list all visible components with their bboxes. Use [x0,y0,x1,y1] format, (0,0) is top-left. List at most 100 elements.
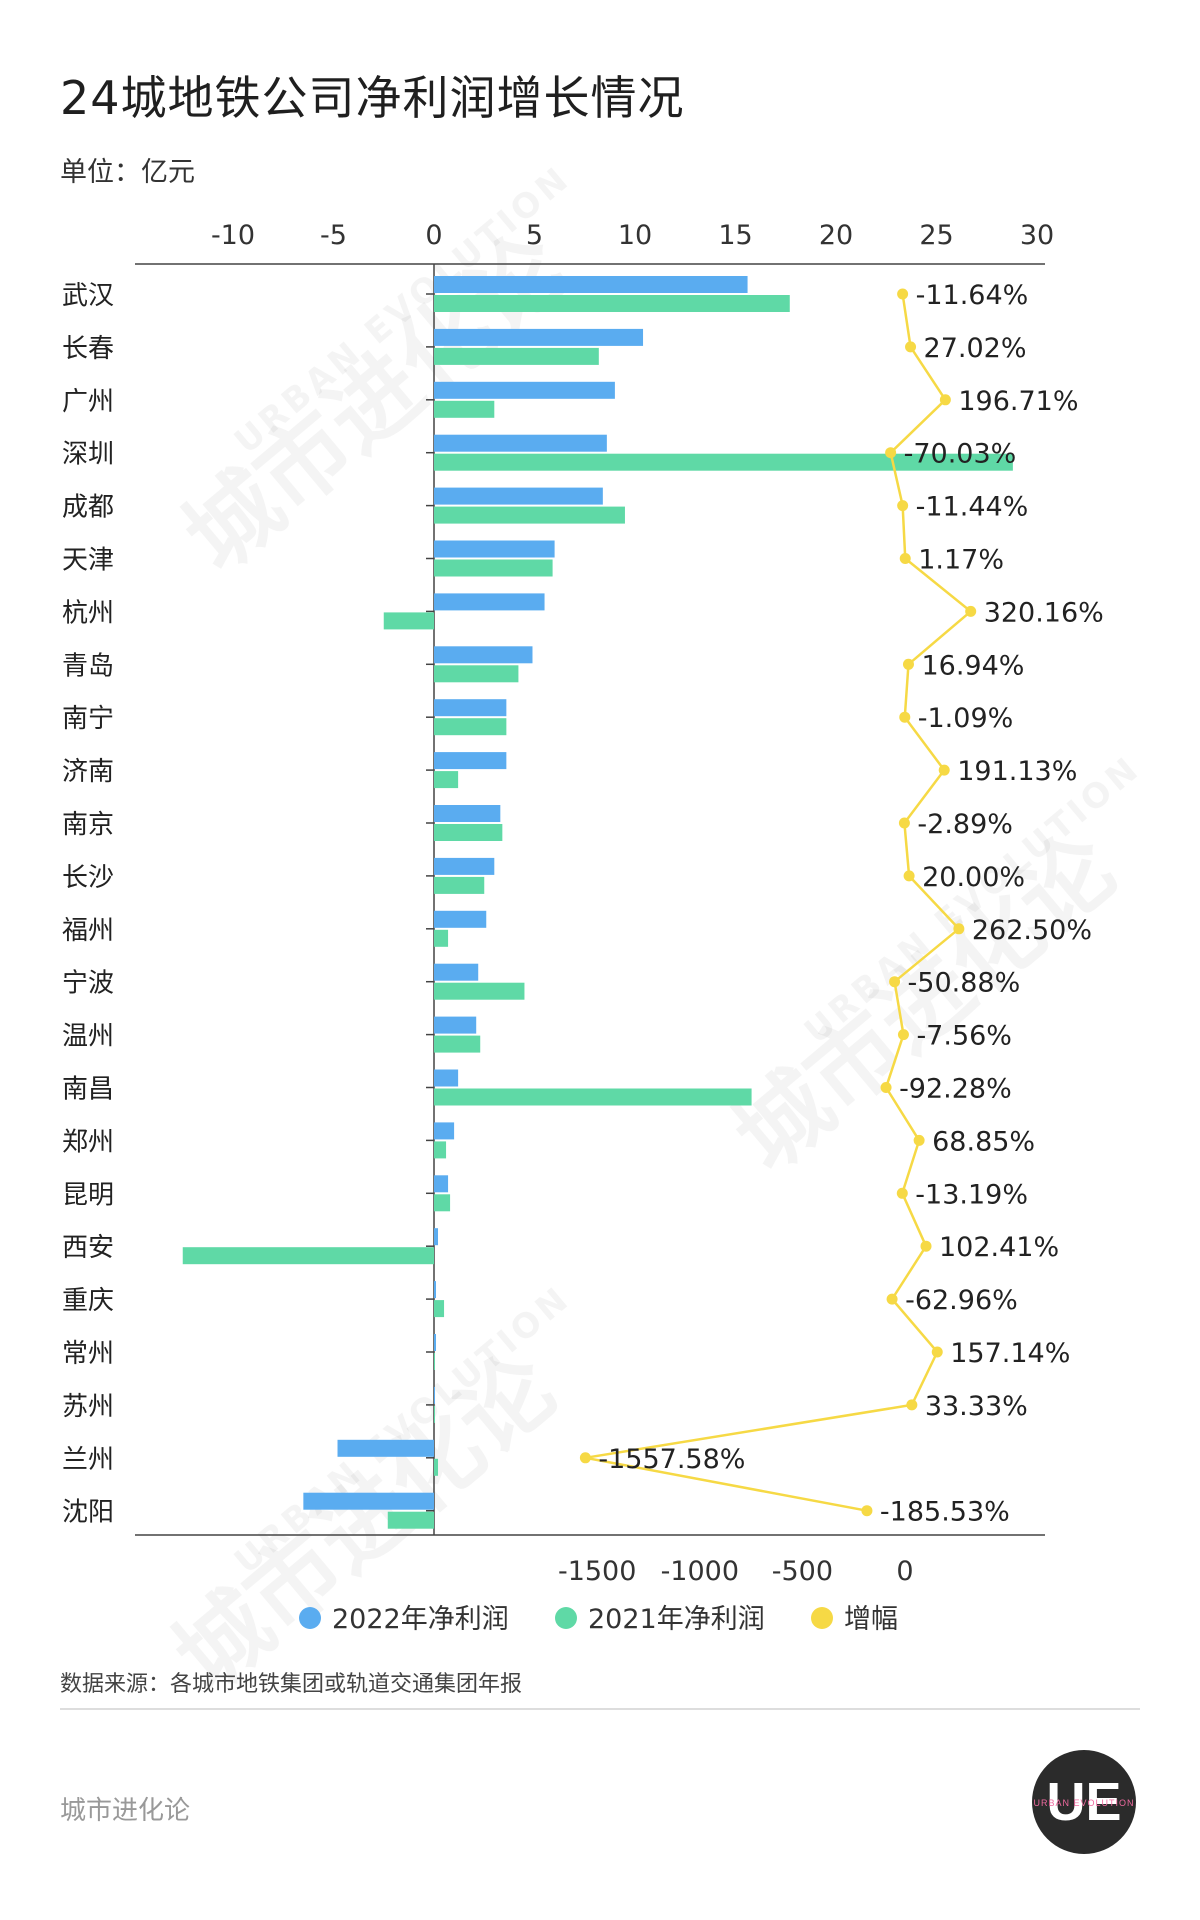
bar-2022 [434,910,487,928]
category-label: 南昌 [62,1075,114,1105]
category-label: 济南 [62,757,114,787]
category-label: 郑州 [62,1127,114,1157]
growth-point [938,764,950,776]
bar-2022 [434,1334,437,1351]
growth-point [899,553,911,564]
bar-2021 [434,295,790,312]
legend-marker [299,1607,321,1629]
bottom-axis-tick-label: -1500 [558,1556,636,1587]
growth-label: 20.00% [922,862,1025,893]
bar-2022 [434,857,495,875]
bar-2022 [303,1492,434,1510]
category-label: 天津 [62,546,114,576]
category-label: 兰州 [62,1445,114,1475]
bar-2022 [434,699,507,717]
category-label: 沈阳 [62,1498,114,1528]
legend-marker [555,1607,577,1629]
growth-label: -1.09% [918,703,1014,734]
category-label: 宁波 [62,969,114,999]
growth-point [880,1082,892,1093]
bar-2022 [434,1069,459,1087]
growth-point [885,447,897,459]
bar-2021 [434,1141,447,1159]
category-label: 成都 [62,493,114,523]
bar-2022 [434,540,555,558]
growth-point [902,658,914,670]
bar-2021 [383,612,434,630]
top-axis-tick-label: 10 [618,220,652,251]
growth-point [897,500,909,512]
bar-2021 [434,982,525,1000]
growth-label: -1557.58% [598,1444,745,1475]
category-label: 杭州 [62,598,114,628]
growth-label: 262.50% [972,915,1092,946]
bar-2021 [434,453,1013,471]
bar-2022 [434,1175,449,1193]
growth-point [886,1293,898,1305]
bar-2021 [434,1300,445,1318]
growth-line [585,293,973,1512]
growth-point [965,605,977,617]
growth-label: 191.13% [957,756,1077,787]
top-axis-tick-label: 30 [1020,220,1054,251]
growth-point [903,870,915,882]
bar-2022 [434,276,748,293]
bar-2021 [387,1511,434,1529]
growth-label: 157.14% [950,1338,1070,1369]
category-label: 长春 [62,334,114,364]
bar-2022 [434,646,533,664]
bar-2022 [434,434,607,452]
bar-2021 [434,665,519,683]
category-label: 昆明 [62,1180,114,1210]
growth-point [897,1029,909,1041]
category-label: 温州 [62,1022,114,1052]
growth-label: 33.33% [925,1391,1028,1422]
bar-2021 [434,929,449,947]
growth-label: 1.17% [918,545,1004,576]
chart-title: 24城地铁公司净利润增长情况 [60,71,685,125]
legend-label: 增幅 [844,1604,898,1635]
category-label: 南京 [62,810,114,840]
bar-2021 [434,347,599,365]
top-axis-tick-label: -10 [211,220,255,251]
bar-2021 [434,1035,481,1053]
category-label: 深圳 [62,440,114,470]
growth-label: 16.94% [921,650,1024,681]
legend-marker [811,1607,833,1629]
category-label: 重庆 [62,1286,114,1316]
bar-2022 [434,1122,455,1140]
growth-point [913,1134,925,1146]
bar-line-chart: -10 -5 0 5 10 15 20 25 30 -1500 -1000 -500 0 武汉长春广州深圳… [62,220,1104,1635]
growth-label: 68.85% [932,1126,1035,1157]
growth-label: 102.41% [939,1232,1059,1263]
bar-2021 [434,1405,436,1423]
top-axis-tick-label: 25 [919,220,953,251]
bar-2021 [434,1458,439,1476]
bar-2021 [434,559,553,577]
bar-2021 [434,1194,451,1212]
growth-label: -70.03% [904,439,1017,470]
growth-point [920,1240,932,1252]
bar-2021 [434,400,495,418]
growth-point [897,288,909,300]
growth-point [579,1452,591,1464]
bar-2022 [337,1439,434,1457]
growth-point [899,711,911,723]
category-label: 福州 [62,916,114,946]
bottom-axis-tick-label: -1000 [661,1556,739,1587]
category-label: 青岛 [62,651,114,681]
category-label: 南宁 [62,704,114,734]
growth-point [939,394,951,406]
category-label: 常州 [62,1339,114,1369]
brand-logo: UE URBAN EVOLUTION [1032,1750,1136,1854]
growth-point [898,817,910,829]
growth-label: -185.53% [880,1497,1010,1528]
growth-label: -92.28% [899,1074,1012,1105]
bar-2022 [434,963,479,981]
category-label: 长沙 [62,863,114,893]
growth-label: -11.44% [916,492,1029,523]
growth-point [861,1505,873,1517]
growth-label: -2.89% [917,809,1013,840]
bar-2022 [434,1386,436,1404]
